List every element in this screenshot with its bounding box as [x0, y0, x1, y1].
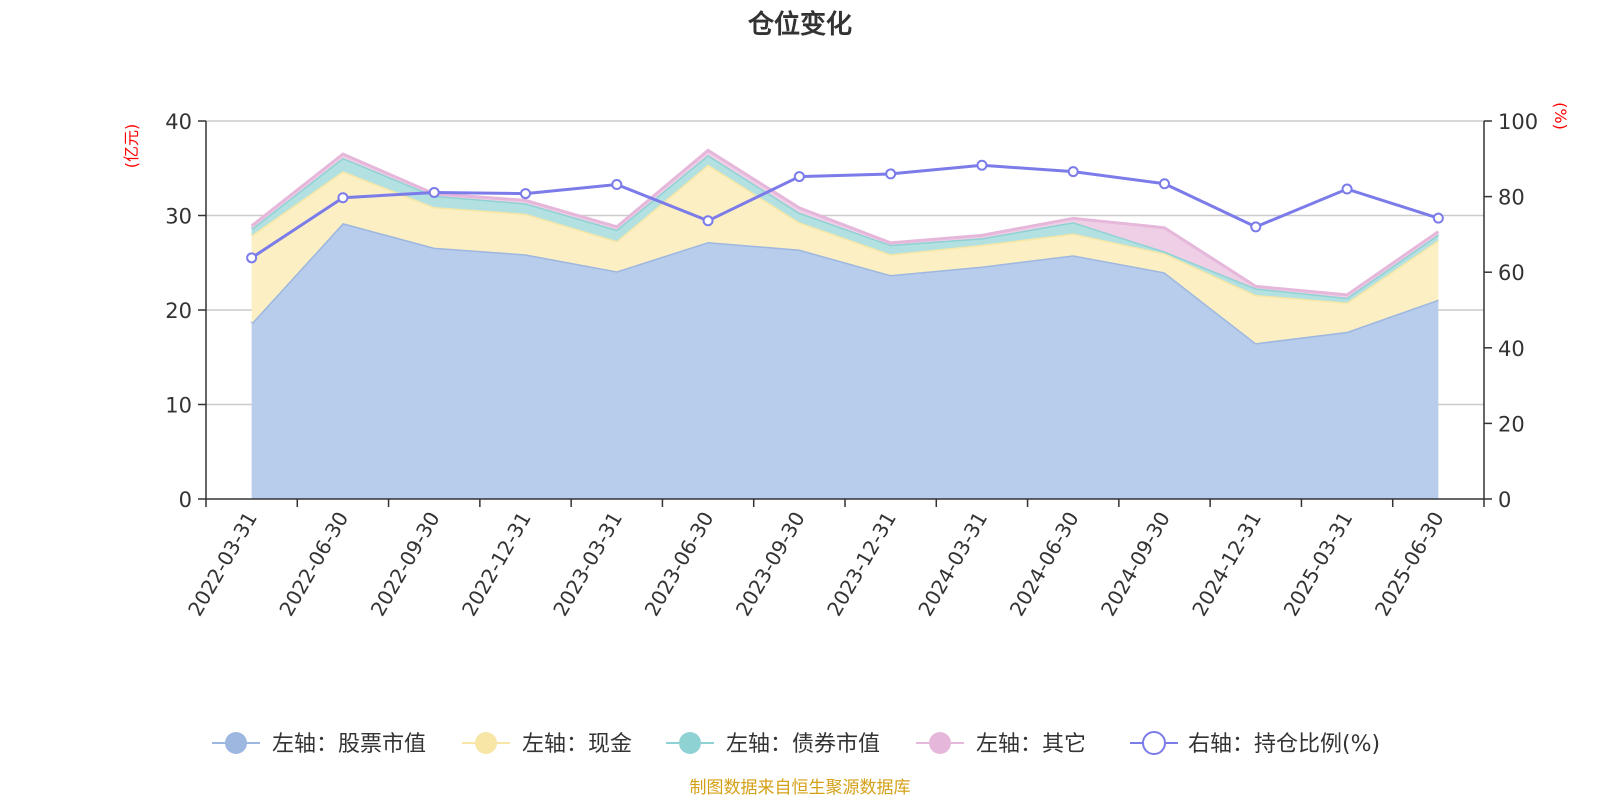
holding-ratio-point[interactable]: [1432, 212, 1444, 224]
data-source-note: 制图数据来自恒生聚源数据库: [690, 778, 911, 798]
area-layer: [250, 148, 1440, 499]
right-axis-tick-label: 20: [1498, 412, 1525, 436]
x-axis-tick-label: 2024-06-30: [1005, 508, 1084, 621]
legend-marker: [679, 732, 701, 754]
x-axis-tick-label: 2022-03-31: [183, 508, 262, 621]
holding-ratio-point[interactable]: [246, 252, 258, 264]
legend-label: 左轴：股票市值: [272, 732, 426, 757]
x-axis-tick-label: 2022-09-30: [366, 508, 445, 621]
holding-ratio-point[interactable]: [1067, 166, 1079, 178]
right-axis-tick-label: 0: [1498, 488, 1511, 512]
legend: 左轴：股票市值 左轴：现金 左轴：债券市值 左轴：其它 右轴：持仓比例(%): [212, 731, 1380, 757]
right-axis-tick-label: 80: [1498, 186, 1525, 210]
legend-label: 右轴：持仓比例(%): [1188, 732, 1380, 757]
line-layer: [246, 159, 1444, 264]
holding-ratio-point[interactable]: [428, 186, 440, 198]
x-axis-tick-label: 2023-09-30: [731, 508, 810, 621]
holding-ratio-point[interactable]: [976, 159, 988, 171]
x-axis-tick-label: 2022-12-31: [457, 508, 536, 621]
x-axis-tick-label: 2023-03-31: [548, 508, 627, 621]
x-axis-tick-label: 2024-03-31: [913, 508, 992, 621]
right-axis-unit: (%): [1551, 102, 1570, 130]
legend-label: 左轴：债券市值: [726, 732, 880, 757]
left-axis-tick-label: 20: [165, 299, 192, 323]
left-axis-unit: (亿元): [122, 124, 141, 169]
legend-item-1[interactable]: 左轴：股票市值: [212, 732, 426, 757]
x-axis-tick-label: 2024-09-30: [1096, 508, 1175, 621]
holding-ratio-point[interactable]: [702, 215, 714, 227]
legend-item-4[interactable]: 左轴：其它: [916, 732, 1086, 757]
legend-item-2[interactable]: 左轴：现金: [462, 732, 632, 757]
chart-title: 仓位变化: [747, 9, 852, 40]
area-edge-4: [250, 148, 1440, 297]
holding-ratio-point[interactable]: [520, 188, 531, 200]
holding-ratio-line: [250, 163, 1439, 260]
x-axis-tick-label: 2025-06-30: [1370, 508, 1449, 621]
x-axis-tick-label: 2024-12-31: [1187, 508, 1266, 621]
holding-ratio-point[interactable]: [1159, 178, 1170, 190]
legend-marker: [1142, 731, 1166, 755]
legend-marker: [225, 732, 247, 754]
legend-marker: [929, 732, 951, 754]
legend-marker: [475, 732, 497, 754]
left-axis-tick-label: 0: [179, 488, 192, 512]
legend-item-3[interactable]: 左轴：债券市值: [666, 732, 880, 757]
x-axis-tick-label: 2025-03-31: [1278, 508, 1357, 621]
legend-item-5[interactable]: 右轴：持仓比例(%): [1130, 731, 1380, 757]
holding-ratio-point[interactable]: [1341, 183, 1353, 195]
right-axis-tick-label: 40: [1498, 337, 1525, 361]
x-axis-tick-label: 2023-06-30: [639, 508, 718, 621]
left-axis-tick-label: 40: [165, 110, 192, 134]
area-1: [251, 223, 1439, 499]
left-axis-tick-label: 30: [165, 205, 192, 229]
holding-ratio-point[interactable]: [337, 192, 349, 204]
area-2: [251, 164, 1439, 344]
legend-label: 左轴：现金: [522, 732, 632, 757]
legend-label: 左轴：其它: [976, 732, 1086, 757]
right-axis-tick-label: 100: [1498, 110, 1538, 134]
holding-ratio-point[interactable]: [1250, 221, 1262, 233]
x-axis-tick-label: 2022-06-30: [274, 508, 353, 621]
holding-ratio-point[interactable]: [885, 168, 897, 180]
holding-ratio-point[interactable]: [793, 171, 805, 183]
x-axis-tick-label: 2023-12-31: [822, 508, 901, 621]
right-axis-tick-label: 60: [1498, 261, 1525, 285]
left-axis-tick-label: 10: [165, 394, 192, 418]
holding-ratio-point[interactable]: [611, 179, 623, 191]
